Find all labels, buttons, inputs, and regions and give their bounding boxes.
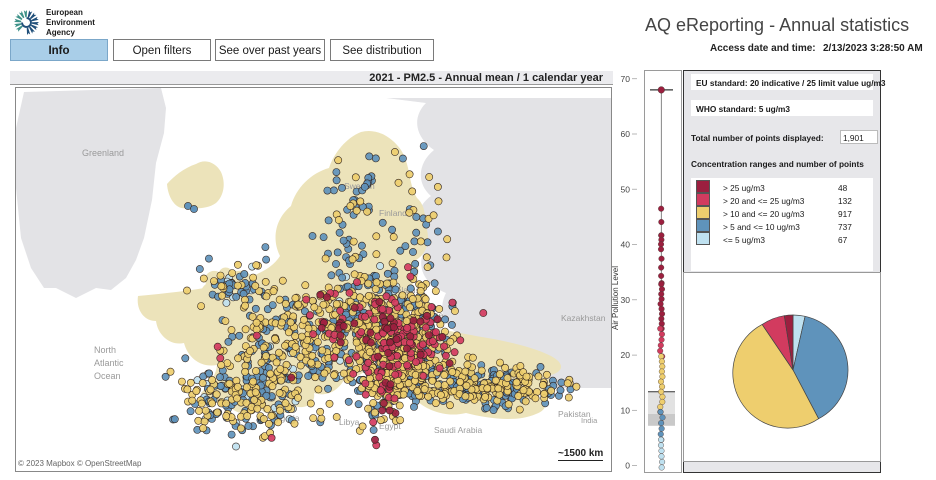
svg-text:Finland: Finland [379, 208, 407, 218]
svg-text:10: 10 [621, 405, 631, 415]
svg-text:Saudi Arabia: Saudi Arabia [434, 425, 482, 435]
svg-text:20: 20 [621, 350, 631, 360]
svg-text:40: 40 [621, 240, 631, 250]
svg-text:Ocean: Ocean [94, 371, 121, 381]
svg-text:India: India [581, 416, 598, 425]
svg-text:60: 60 [621, 129, 631, 139]
svg-text:North: North [94, 345, 116, 355]
svg-text:50: 50 [621, 184, 631, 194]
svg-text:Atlantic: Atlantic [94, 358, 124, 368]
svg-text:30: 30 [621, 295, 631, 305]
svg-text:0: 0 [625, 461, 630, 471]
svg-text:Greenland: Greenland [82, 148, 124, 158]
svg-text:Kazakhstan: Kazakhstan [561, 313, 606, 323]
svg-text:Libya: Libya [339, 417, 360, 427]
svg-text:70: 70 [621, 74, 631, 84]
